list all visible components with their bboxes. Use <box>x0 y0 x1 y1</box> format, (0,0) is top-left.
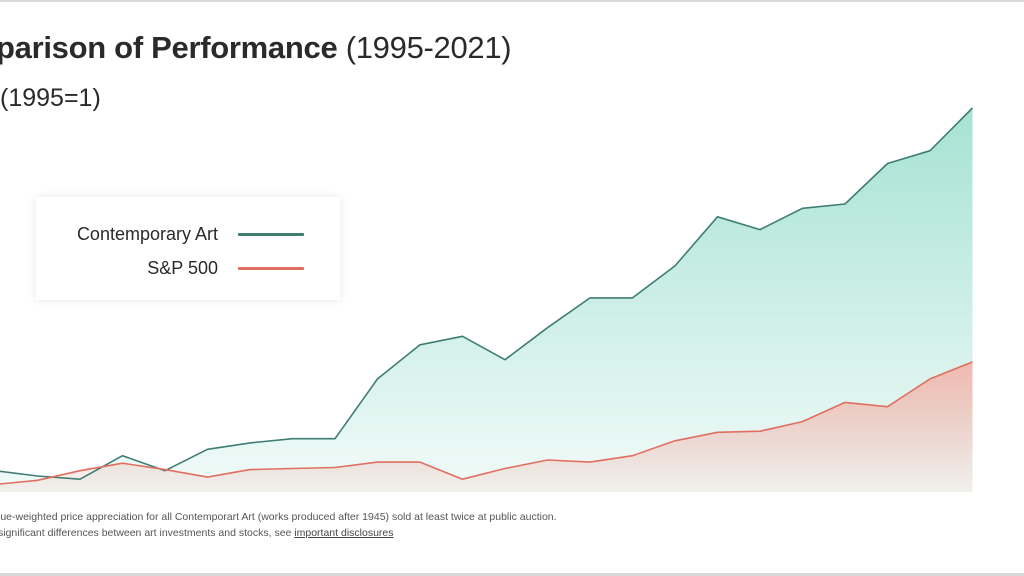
top-border <box>0 0 1024 2</box>
legend-item-sp500: S&P 500 <box>147 256 304 280</box>
chart-legend: Contemporary Art S&P 500 <box>36 197 340 300</box>
series-line-sp500 <box>0 361 973 485</box>
legend-label: Contemporary Art <box>76 223 218 244</box>
footnote: lue-weighted price appreciation for all … <box>0 509 557 541</box>
legend-label: S&P 500 <box>147 257 218 278</box>
area-sp500 <box>0 361 973 492</box>
footnote-line-2-text: significant differences between art inve… <box>0 527 295 539</box>
legend-swatch <box>238 232 304 236</box>
legend-swatch <box>238 266 304 270</box>
chart-title-main: parison of Performance <box>0 30 338 65</box>
disclosures-link[interactable]: important disclosures <box>294 527 394 539</box>
chart-title: parison of Performance (1995-2021) <box>0 30 512 66</box>
area-contemporary-art <box>0 108 973 492</box>
footnote-line-1: lue-weighted price appreciation for all … <box>0 511 557 523</box>
chart-subtitle: (1995=1) <box>0 84 101 112</box>
bottom-border <box>0 573 1024 576</box>
footnote-line-2: significant differences between art inve… <box>0 525 557 541</box>
chart-title-range: (1995-2021) <box>345 30 512 65</box>
legend-item-contemporary-art: Contemporary Art <box>77 222 304 246</box>
